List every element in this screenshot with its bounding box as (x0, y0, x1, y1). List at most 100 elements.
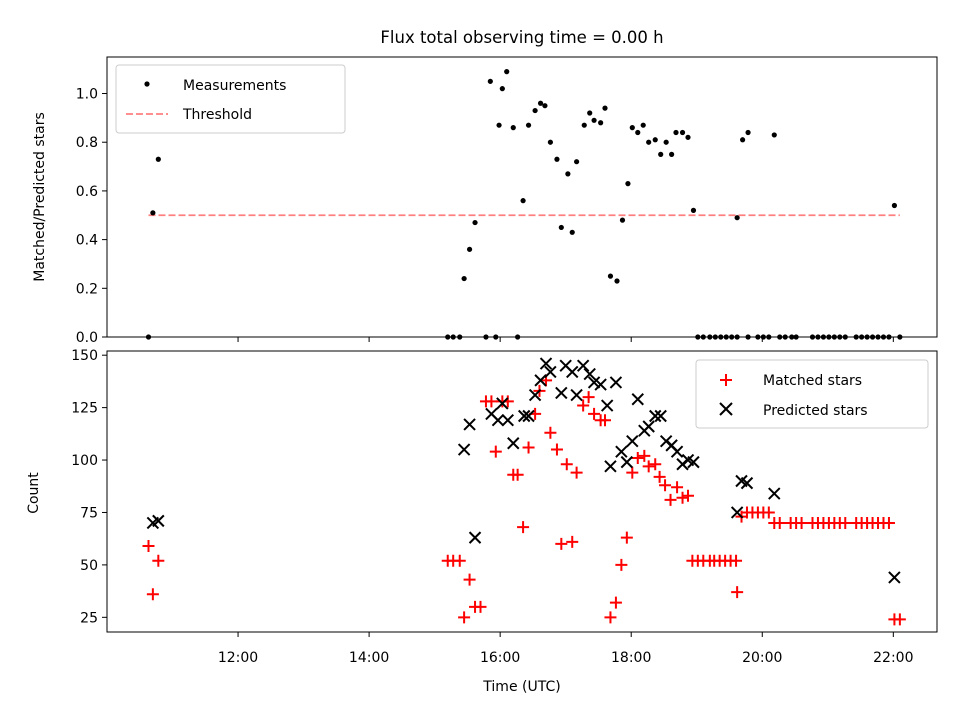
predicted-star-marker (620, 455, 634, 469)
measurement-point (155, 156, 161, 162)
measurement-point (461, 275, 467, 282)
matched-star-marker (664, 493, 677, 506)
measurement-point (745, 129, 751, 136)
measurement-point (150, 210, 156, 216)
matched-star-marker (485, 395, 498, 408)
predicted-star-marker (583, 367, 596, 381)
legend-predicted-label: Predicted stars (763, 403, 868, 419)
bottom-y-ticks: 25 50 75 100 125 150 (71, 348, 107, 626)
predicted-star-marker (507, 437, 520, 450)
measurement-point (558, 224, 564, 231)
predicted-star-marker (600, 399, 614, 412)
measurement-point (640, 122, 646, 128)
measurement-point (554, 156, 560, 162)
measurement-point (574, 159, 580, 165)
measurement-point (734, 215, 740, 221)
bottom-plot: 25 50 75 100 125 150 12:00 14:00 16:00 18:00 20:0… (26, 348, 938, 695)
measurement-point (587, 110, 593, 116)
measurement-point (565, 171, 571, 177)
measurement-point (891, 202, 898, 209)
predicted-star-marker (457, 443, 471, 456)
measurement-point (581, 122, 587, 128)
measurement-point (591, 117, 597, 123)
measurement-point (614, 278, 620, 284)
bottom-x-tick-label: 12:00 (218, 650, 258, 666)
predicted-star-marker (566, 365, 579, 379)
predicted-star-marker (517, 409, 531, 423)
predicted-star-marker (631, 393, 644, 406)
bottom-y-tick-label: 50 (80, 558, 98, 574)
matched-star-marker (522, 441, 535, 454)
predicted-stars-points (146, 357, 901, 584)
predicted-star-marker (730, 506, 744, 519)
matched-star-marker (653, 470, 666, 483)
predicted-star-marker (544, 365, 557, 379)
matched-star-marker (731, 586, 744, 599)
top-plot-frame (106, 56, 938, 338)
matched-star-marker (762, 506, 775, 519)
matched-star-marker (893, 613, 906, 626)
predicted-star-marker (609, 376, 623, 389)
bottom-plot-frame (106, 350, 938, 633)
predicted-star-marker (642, 420, 655, 433)
predicted-star-marker (615, 445, 628, 458)
matched-star-marker (517, 521, 530, 534)
measurement-point (472, 219, 478, 226)
predicted-star-marker (740, 476, 754, 490)
predicted-star-marker (576, 359, 590, 372)
matched-star-marker (631, 451, 644, 464)
measurement-point (510, 125, 516, 131)
measurement-point (569, 229, 575, 235)
measurement-point (602, 105, 608, 111)
matched-star-marker (152, 554, 165, 567)
matched-star-marker (570, 466, 583, 479)
measurement-point (525, 122, 532, 128)
matched-star-marker (560, 458, 573, 471)
predicted-star-marker (522, 409, 535, 423)
bottom-x-tick-label: 22:00 (873, 650, 913, 666)
measurement-point (771, 132, 777, 138)
matched-star-marker (555, 537, 568, 550)
predicted-star-marker (468, 531, 482, 544)
matched-star-marker (620, 531, 633, 544)
bottom-legend: Matched stars Predicted stars (695, 359, 929, 429)
bottom-y-tick-label: 125 (71, 401, 98, 417)
bottom-x-ticks: 12:00 14:00 16:00 18:00 20:00 22:00 (218, 632, 913, 666)
predicted-star-marker (555, 386, 568, 400)
matched-star-marker (638, 449, 651, 462)
matched-star-marker (582, 391, 595, 404)
top-plot: 0.0 0.2 0.4 0.6 0.8 1.0 Matched/Predicted sta… (32, 56, 938, 346)
bottom-legend-box (695, 359, 929, 429)
bottom-y-label: Count (26, 472, 42, 514)
legend-matched-marker (720, 374, 732, 386)
matched-star-marker (615, 558, 628, 571)
measurement-point (487, 78, 493, 84)
measurement-point (598, 120, 604, 126)
top-legend: Measurements Threshold (115, 64, 346, 134)
predicted-star-marker (152, 514, 165, 528)
predicted-star-marker (768, 487, 781, 500)
predicted-star-marker (670, 445, 684, 458)
measurement-point (652, 137, 658, 143)
top-y-tick-label: 0.8 (76, 135, 98, 151)
bottom-x-tick-label: 20:00 (742, 650, 782, 666)
matched-star-marker (588, 407, 601, 420)
predicted-star-marker (501, 413, 515, 427)
measurement-point (690, 207, 697, 213)
matched-star-marker (682, 489, 694, 502)
chart-title: Flux total observing time = 0.00 h (380, 28, 663, 47)
top-y-tick-label: 0.2 (76, 281, 98, 297)
top-y-tick-label: 1.0 (76, 87, 98, 103)
measurement-point (619, 217, 626, 223)
measurement-point (635, 129, 641, 136)
predicted-star-marker (649, 409, 662, 423)
matched-star-marker (839, 516, 852, 529)
matched-star-marker (604, 611, 617, 624)
matched-star-marker (609, 596, 622, 609)
measurement-point (658, 151, 664, 157)
measurement-point (625, 181, 631, 187)
measurement-point (629, 125, 635, 131)
predicted-star-marker (534, 374, 547, 387)
measurement-point (466, 246, 473, 252)
measurement-point (607, 273, 614, 279)
